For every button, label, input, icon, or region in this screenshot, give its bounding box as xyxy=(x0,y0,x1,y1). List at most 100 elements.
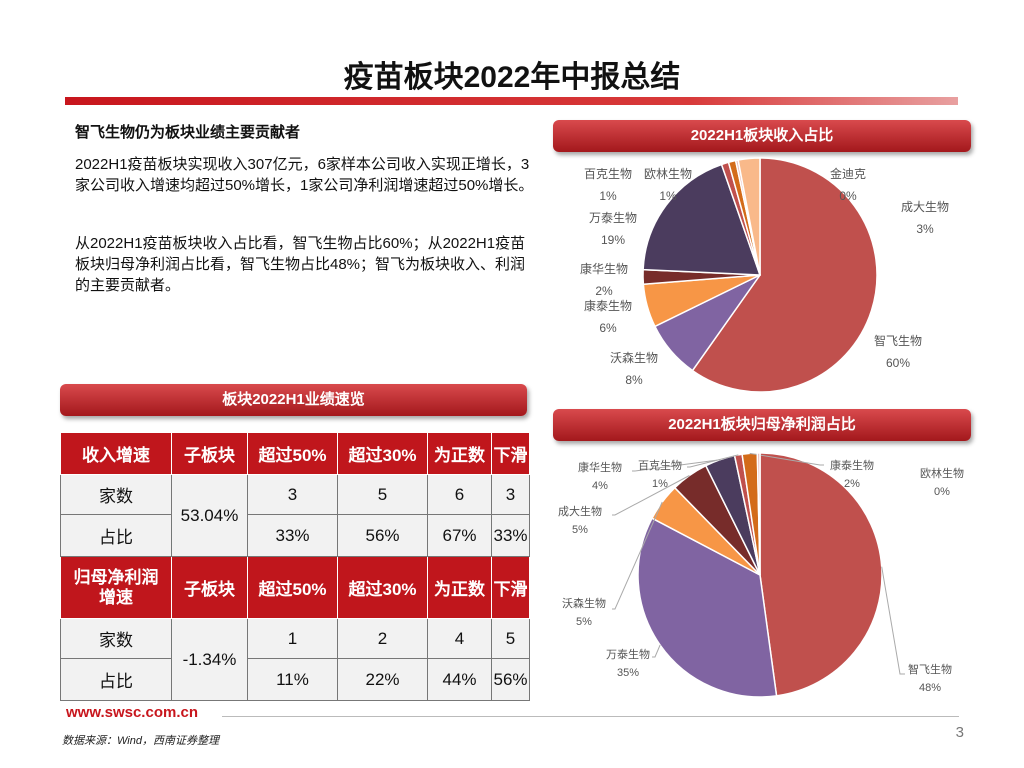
revenue-share-pie-chart: 智飞生物 60% 沃森生物 8% 康泰生物 6% 康华生物 2% 万泰生物 19% 百克生物 1% 欧林… xyxy=(580,157,949,393)
profit-share-pie-chart: 智飞生物 48% 万泰生物 35% 沃森生物 5% 成大生物 5% 康华生物 4% 百克生物 1% 康泰… xyxy=(558,452,964,698)
table-cell: 5 xyxy=(491,618,530,659)
leader-line xyxy=(612,475,690,516)
table-cell: 11% xyxy=(247,658,338,701)
slice-percent-label: 1% xyxy=(599,189,617,203)
section-heading: 智飞生物仍为板块业绩主要贡献者 xyxy=(75,124,301,141)
pie-slice xyxy=(737,157,761,276)
slice-name-label: 万泰生物 xyxy=(589,211,637,225)
website-link[interactable]: www.swsc.com.cn xyxy=(66,704,198,721)
table-cell: 4 xyxy=(427,618,492,659)
slice-percent-label: 48% xyxy=(919,682,941,694)
table-cell: 33% xyxy=(247,514,338,557)
slice-name-label: 沃森生物 xyxy=(562,596,606,610)
performance-table-title: 板块2022H1业绩速览 xyxy=(60,384,527,416)
slice-name-label: 康泰生物 xyxy=(830,458,874,472)
slice-name-label: 成大生物 xyxy=(901,200,949,214)
leader-line xyxy=(632,459,720,472)
slice-name-label: 智飞生物 xyxy=(874,333,922,348)
table-row: 家数 -1.34% 1 2 4 5 xyxy=(60,618,530,701)
slice-percent-label: 1% xyxy=(652,478,668,490)
profit-chart-title: 2022H1板块归母净利润占比 xyxy=(553,409,971,441)
revenue-header-row: 收入增速 子板块 超过50% 超过30% 为正数 下滑 xyxy=(60,432,530,475)
table-cell: 5 xyxy=(337,474,428,515)
table-cell: 2 xyxy=(337,618,428,659)
slice-name-label: 万泰生物 xyxy=(606,647,650,661)
slice-name-label: 沃森生物 xyxy=(610,350,658,365)
slice-name-label: 欧林生物 xyxy=(920,466,964,480)
summary-paragraph-1: 2022H1疫苗板块实现收入307亿元，6家样本公司收入实现正增长，3家公司收入… xyxy=(75,156,534,194)
slice-percent-label: 3% xyxy=(916,222,934,236)
header-cell: 归母净利润增速 xyxy=(60,556,172,619)
slice-percent-label: 35% xyxy=(617,667,639,679)
slice-name-label: 欧林生物 xyxy=(644,167,692,181)
header-cell: 子板块 xyxy=(171,432,248,475)
row-label: 占比 xyxy=(60,514,172,557)
header-cell: 子板块 xyxy=(171,556,248,619)
data-source-note: 数据来源：Wind，西南证券整理 xyxy=(62,735,219,747)
slice-name-label: 百克生物 xyxy=(638,458,682,472)
page-title: 疫苗板块2022年中报总结 xyxy=(343,61,681,94)
header-cell: 为正数 xyxy=(427,556,492,619)
leader-line xyxy=(881,566,905,675)
slice-name-label: 康华生物 xyxy=(580,261,628,276)
slice-percent-label: 19% xyxy=(601,233,625,247)
slice-name-label: 康泰生物 xyxy=(584,298,632,313)
slice-name-label: 成大生物 xyxy=(558,504,602,518)
leader-line xyxy=(687,454,739,468)
revenue-chart-title: 2022H1板块收入占比 xyxy=(553,120,971,152)
row-label: 家数 xyxy=(60,474,172,515)
header-cell: 超过50% xyxy=(247,556,338,619)
slice-percent-label: 5% xyxy=(572,524,588,536)
row-label: 家数 xyxy=(60,618,172,659)
pie-slice xyxy=(759,452,883,697)
header-cell: 下滑 xyxy=(491,432,530,475)
footer-divider xyxy=(222,716,959,717)
row-label: 占比 xyxy=(60,658,172,701)
table-cell: 67% xyxy=(427,514,492,557)
table-cell: 33% xyxy=(491,514,530,557)
slice-percent-label: 2% xyxy=(595,284,613,298)
slice-percent-label: 1% xyxy=(659,189,677,203)
summary-paragraph-2: 从2022H1疫苗板块收入占比看，智飞生物占比60%；从2022H1疫苗板块归母… xyxy=(75,235,526,294)
leader-line xyxy=(749,452,824,466)
table-cell: 56% xyxy=(337,514,428,557)
slice-name-label: 康华生物 xyxy=(578,460,622,474)
pie-slice xyxy=(756,452,761,576)
header-cell: 收入增速 xyxy=(60,432,172,475)
table-row: 占比 33% 56% 67% 33% xyxy=(60,514,530,557)
table-cell: 3 xyxy=(247,474,338,515)
leader-line xyxy=(652,644,661,658)
subboard-growth-value: -1.34% xyxy=(171,618,248,701)
header-cell: 下滑 xyxy=(491,556,530,619)
slice-percent-label: 6% xyxy=(599,321,617,335)
header-cell: 超过30% xyxy=(337,556,428,619)
slice-name-label: 金迪克 xyxy=(830,166,866,181)
table-cell: 56% xyxy=(491,658,530,701)
table-cell: 3 xyxy=(491,474,530,515)
slice-percent-label: 4% xyxy=(592,480,608,492)
slice-percent-label: 8% xyxy=(625,373,643,387)
page-number: 3 xyxy=(955,724,964,741)
slice-percent-label: 60% xyxy=(886,356,910,370)
table-cell: 22% xyxy=(337,658,428,701)
header-cell: 为正数 xyxy=(427,432,492,475)
slice-percent-label: 0% xyxy=(934,486,950,498)
header-cell: 超过30% xyxy=(337,432,428,475)
title-underline xyxy=(65,97,958,105)
subboard-growth-value: 53.04% xyxy=(171,474,248,557)
header-cell: 超过50% xyxy=(247,432,338,475)
slice-percent-label: 5% xyxy=(576,616,592,628)
profit-header-row: 归母净利润增速 子板块 超过50% 超过30% 为正数 下滑 xyxy=(60,556,530,619)
table-cell: 6 xyxy=(427,474,492,515)
table-row: 占比 11% 22% 44% 56% xyxy=(60,658,530,701)
table-cell: 44% xyxy=(427,658,492,701)
slice-percent-label: 0% xyxy=(839,189,857,203)
table-row: 家数 53.04% 3 5 6 3 xyxy=(60,474,530,557)
slice-name-label: 智飞生物 xyxy=(908,662,952,676)
table-cell: 1 xyxy=(247,618,338,659)
leader-line xyxy=(612,501,663,610)
slice-name-label: 百克生物 xyxy=(584,167,632,181)
performance-table: 收入增速 子板块 超过50% 超过30% 为正数 下滑 家数 53.04% 3 … xyxy=(60,432,530,701)
slice-percent-label: 2% xyxy=(844,478,860,490)
pie-slice xyxy=(691,157,878,393)
